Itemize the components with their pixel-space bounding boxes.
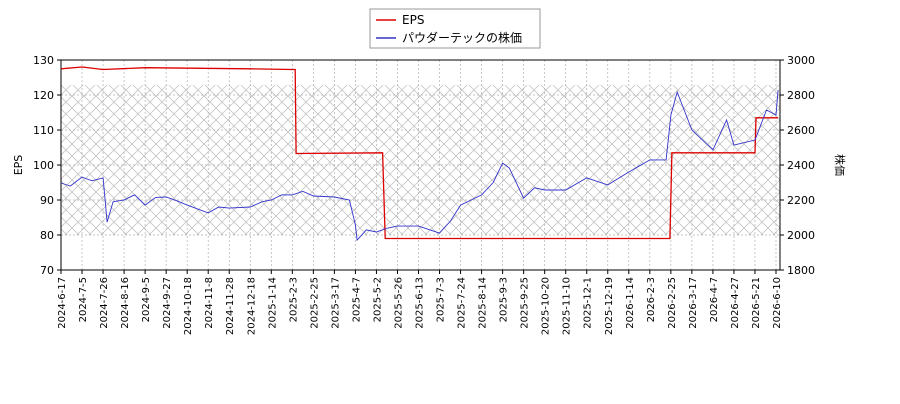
x-tick-label: 2025-8-14	[478, 277, 489, 329]
x-tick-label: 2025-7-3	[436, 277, 447, 322]
y-tick-label: 110	[33, 124, 54, 137]
legend-label: EPS	[402, 13, 424, 27]
x-tick-label: 2025-9-25	[520, 277, 531, 329]
x-tick-label: 2025-11-10	[562, 277, 573, 335]
series-line	[60, 89, 779, 242]
y-tick-label: 90	[40, 194, 54, 207]
plot-frame	[60, 59, 781, 271]
y-axis-label: EPS	[12, 155, 25, 176]
x-tick-label: 2026-3-17	[688, 277, 699, 329]
x-tick-label: 2025-12-19	[604, 277, 615, 335]
x-tick-label: 2026-2-25	[667, 277, 678, 329]
y-tick-label: 130	[33, 54, 54, 67]
x-tick-label: 2025-2-25	[309, 277, 320, 329]
y2-tick-label: 2800	[787, 89, 815, 102]
x-tick-label: 2024-9-27	[162, 277, 173, 329]
x-tick-label: 2025-7-24	[457, 277, 468, 329]
y2-tick-label: 2600	[787, 124, 815, 137]
legend-label: パウダーテックの株価	[402, 30, 522, 45]
x-tick-label: 2024-11-28	[225, 277, 236, 335]
x-tick-label: 2026-1-14	[625, 277, 636, 329]
x-tick-label: 2024-6-17	[57, 277, 68, 329]
x-tick-label: 2024-9-5	[141, 277, 152, 322]
x-tick-label: 2025-9-3	[499, 277, 510, 322]
x-tick-label: 2026-4-7	[709, 277, 720, 322]
x-tick-label: 2024-11-8	[204, 277, 215, 329]
x-tick-label: 2025-5-2	[372, 277, 383, 322]
y2-tick-label: 2200	[787, 194, 815, 207]
x-tick-label: 2025-2-3	[288, 277, 299, 322]
x-tick-label: 2024-8-16	[120, 277, 131, 329]
x-tick-label: 2024-10-18	[183, 277, 194, 335]
y2-tick-label: 3000	[787, 54, 815, 67]
x-tick-label: 2024-7-26	[99, 277, 110, 329]
y-tick-label: 70	[40, 264, 54, 277]
y2-tick-label: 2400	[787, 159, 815, 172]
legend-box	[369, 8, 541, 49]
y-tick-label: 80	[40, 229, 54, 242]
x-tick-label: 2025-1-14	[267, 277, 278, 329]
x-tick-label: 2026-4-27	[730, 277, 741, 329]
x-tick-label: 2025-5-26	[393, 277, 404, 329]
x-tick-label: 2026-5-21	[751, 277, 762, 329]
x-tick-label: 2026-6-10	[772, 277, 783, 329]
x-tick-label: 2025-3-17	[330, 277, 341, 329]
x-tick-label: 2024-12-18	[246, 277, 257, 335]
x-tick-label: 2025-4-7	[351, 277, 362, 322]
x-tick-label: 2026-2-3	[646, 277, 657, 322]
y2-tick-label: 1800	[787, 264, 815, 277]
x-tick-label: 2024-7-5	[78, 277, 89, 322]
x-tick-label: 2025-6-13	[415, 277, 426, 329]
y2-tick-label: 2000	[787, 229, 815, 242]
y-tick-label: 120	[33, 89, 54, 102]
y-tick-label: 100	[33, 159, 54, 172]
x-tick-label: 2025-10-20	[541, 277, 552, 335]
x-tick-label: 2025-12-1	[583, 277, 594, 329]
y2-axis-label: 株価	[833, 154, 847, 176]
series-line	[60, 66, 779, 240]
